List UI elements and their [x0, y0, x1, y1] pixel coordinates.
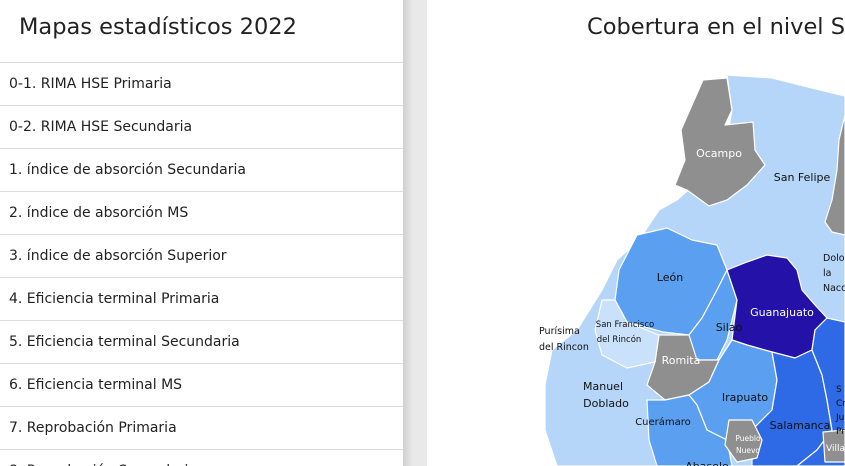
label-dolores-2: la	[823, 268, 831, 279]
label-fragment-ju: Ju	[835, 413, 844, 423]
region-villa[interactable]	[822, 429, 845, 463]
label-abasolo: Abasolo	[685, 460, 729, 466]
label-fragment-s: S	[836, 385, 842, 395]
label-pueblo-1: Pueblo	[735, 434, 761, 443]
menu-item-eficiencia-primaria[interactable]: 4. Eficiencia terminal Primaria	[0, 278, 403, 321]
municipality-map: Ocampo San Felipe Dolo la Naco León Guan…	[539, 74, 845, 466]
sidebar-title: Mapas estadísticos 2022	[0, 0, 403, 63]
label-dolores-3: Naco	[823, 283, 845, 294]
label-fragment-cr: Cr	[836, 399, 845, 409]
label-purisima-1: Purísima	[539, 326, 580, 337]
label-guanajuato: Guanajuato	[750, 306, 814, 319]
region-pueblo-nuevo[interactable]	[724, 419, 763, 463]
label-romita: Romita	[662, 354, 701, 367]
menu-item-eficiencia-ms[interactable]: 6. Eficiencia terminal MS	[0, 364, 403, 407]
label-ocampo: Ocampo	[696, 147, 742, 160]
menu-item-rima-primaria[interactable]: 0-1. RIMA HSE Primaria	[0, 63, 403, 106]
label-sfr-1: San Francisco	[596, 320, 654, 330]
menu-item-reprobacion-primaria[interactable]: 7. Reprobación Primaria	[0, 407, 403, 450]
label-purisima-2: del Rincon	[539, 342, 589, 353]
menu-item-absorcion-superior[interactable]: 3. índice de absorción Superior	[0, 235, 403, 278]
label-cueramaro: Cuerámaro	[635, 416, 691, 428]
label-manuel-2: Doblado	[583, 397, 629, 410]
label-manuel-1: Manuel	[583, 380, 623, 393]
label-dolores-1: Dolo	[823, 253, 845, 264]
region-ocampo[interactable]	[674, 77, 766, 207]
menu-item-reprobacion-secundaria[interactable]: 8. Reprobación Secundaria	[0, 450, 403, 466]
region-east-strong[interactable]	[796, 317, 845, 466]
label-fragment-pr: Pr	[836, 427, 845, 437]
menu-item-eficiencia-secundaria[interactable]: 5. Eficiencia terminal Secundaria	[0, 321, 403, 364]
label-salamanca: Salamanca	[770, 419, 831, 432]
menu-item-absorcion-ms[interactable]: 2. índice de absorción MS	[0, 192, 403, 235]
map-menu: 0-1. RIMA HSE Primaria 0-2. RIMA HSE Sec…	[0, 63, 403, 466]
menu-item-rima-secundaria[interactable]: 0-2. RIMA HSE Secundaria	[0, 106, 403, 149]
region-sfr[interactable]	[594, 299, 660, 369]
region-abasolo[interactable]	[646, 394, 733, 466]
label-san-felipe: San Felipe	[774, 171, 831, 184]
sidebar: Mapas estadísticos 2022 0-1. RIMA HSE Pr…	[0, 0, 403, 466]
region-east-gray[interactable]	[824, 114, 845, 236]
panel-divider	[403, 0, 427, 466]
map-title: Cobertura en el nivel Su	[587, 14, 845, 40]
label-leon: León	[657, 271, 683, 284]
menu-item-absorcion-secundaria[interactable]: 1. índice de absorción Secundaria	[0, 149, 403, 192]
label-silao: Silao	[716, 321, 743, 334]
label-pueblo-2: Nuevo	[736, 446, 760, 455]
label-irapuato: Irapuato	[722, 391, 769, 404]
label-sfr-2: del Rincón	[597, 334, 642, 345]
label-fragment-villa: Villa	[826, 444, 845, 454]
map-panel: Ocampo San Felipe Dolo la Naco León Guan…	[427, 0, 845, 466]
